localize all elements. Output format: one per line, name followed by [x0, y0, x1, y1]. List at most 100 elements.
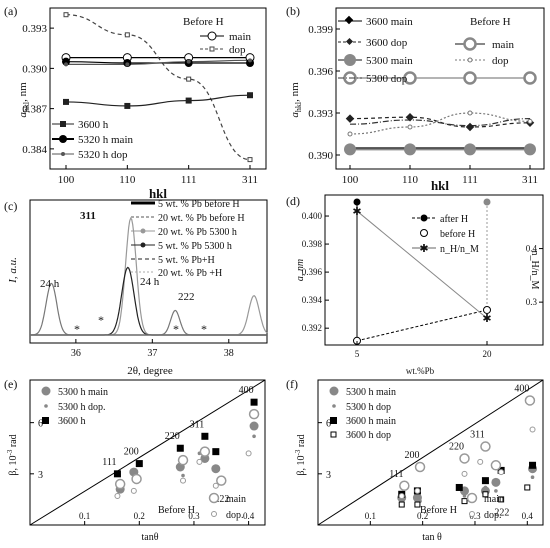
y-axis-label: β, 10-3 rad [6, 434, 19, 475]
plot-frame [49, 7, 267, 170]
y-tick-label: 6 [326, 419, 331, 430]
data-point [530, 475, 535, 480]
series-line [349, 112, 531, 135]
legend-marker [208, 492, 220, 504]
data-point [524, 484, 531, 491]
y-tick-label: 3 [38, 470, 43, 481]
y-tick-label: 0.387 [22, 104, 47, 116]
data-point [252, 434, 256, 439]
legend-title: Before H [158, 505, 195, 516]
y-axis-label: I, a.u. [7, 257, 19, 284]
x-tick-label: 311 [242, 174, 258, 186]
legend-marker [332, 404, 336, 408]
spectrum-curves [30, 217, 268, 336]
legend-marker [42, 417, 49, 424]
data-point [247, 157, 253, 163]
hkl-label: 222 [214, 494, 229, 505]
x-tick-label: 0.4 [243, 511, 255, 521]
series-markers: ✱✱ [352, 198, 492, 345]
legend-marker-5320-dop [61, 152, 65, 156]
axis-ticks: 0.1 0.2 0.3 0.4 3 6 [318, 419, 533, 525]
y-tick-label: 0.399 [308, 24, 333, 36]
data-point [63, 98, 69, 105]
data-point: ✱ [482, 313, 491, 325]
data-point [196, 458, 203, 465]
legend-marker [44, 404, 48, 408]
asterisk-mark: * [173, 322, 179, 336]
x-tick-label: 0.2 [134, 511, 145, 521]
data-point [353, 198, 361, 206]
x-axis-label: hkl [149, 186, 167, 201]
data-point [250, 398, 258, 406]
reference-line [317, 379, 544, 526]
legend-marker-ratio: ✱ [419, 243, 428, 255]
data-point [246, 59, 254, 68]
legend-item: 20 wt. % Pb before H [158, 213, 245, 224]
x-tick-label: 0.3 [469, 511, 481, 521]
y-tick-label-right: 0.4 [526, 244, 538, 254]
data-point [181, 473, 185, 478]
data-point [407, 124, 413, 130]
data-point [62, 57, 70, 66]
data-point [347, 131, 353, 137]
y-tick-label: 0.390 [22, 63, 47, 75]
y-tick-label: 0.393 [22, 23, 47, 35]
data-point [483, 198, 491, 206]
plot-frame [335, 7, 545, 170]
x-tick-label: 20 [483, 349, 493, 359]
legend-item: 5300 h dop [346, 402, 391, 413]
hkl-label: 220 [449, 441, 464, 452]
scatter-points [397, 395, 538, 508]
data-point [64, 62, 68, 67]
data-point [212, 482, 219, 489]
scatter-points [113, 398, 260, 499]
data-point [399, 480, 410, 492]
asterisk-mark: * [74, 322, 80, 336]
data-point [249, 421, 259, 431]
peak-label-24h-right: 24 h [140, 276, 160, 288]
data-point [114, 493, 121, 499]
data-point [201, 432, 209, 440]
hkl-label: 200 [124, 447, 139, 458]
data-point [461, 498, 468, 505]
peak-label-24h-left: 24 h [40, 278, 60, 290]
legend-item: dop. [484, 510, 502, 521]
x-tick-label: 36 [71, 348, 81, 359]
legend-marker-3600-main [344, 15, 354, 25]
legend-before: before H [440, 229, 475, 240]
reference-line [317, 379, 544, 526]
data-point [463, 71, 477, 85]
data-point [529, 426, 536, 433]
y-tick-label-right: 0.3 [526, 297, 538, 307]
x-tick-label: 110 [119, 174, 136, 186]
legend-title: Before H [183, 16, 224, 28]
legend-dop: dop [492, 55, 509, 67]
legend-marker-main [463, 37, 477, 51]
data-point [480, 441, 491, 452]
hkl-label: 400 [514, 383, 529, 394]
data-point [490, 460, 502, 471]
asterisk-mark: * [98, 313, 104, 327]
x-tick-label: 37 [147, 348, 157, 359]
data-point [345, 114, 355, 123]
panel-b: (b) 0.390 0.393 0.396 0.399 100 110 111 311 hk… [286, 4, 545, 193]
legend-marker [140, 242, 146, 248]
data-point: ✱ [352, 206, 361, 218]
y-tick-label: 0.394 [302, 295, 323, 305]
legend-title: Before H [420, 505, 457, 516]
data-point [248, 408, 260, 420]
data-point [483, 485, 488, 490]
data-point [523, 71, 537, 85]
data-point [462, 494, 467, 498]
plot-frame [29, 199, 268, 344]
data-point [176, 444, 184, 452]
y-tick-label: 6 [38, 419, 43, 430]
data-point [114, 478, 126, 490]
spectrum-curve [30, 309, 267, 336]
data-point [63, 12, 69, 18]
legend-marker [140, 228, 146, 234]
